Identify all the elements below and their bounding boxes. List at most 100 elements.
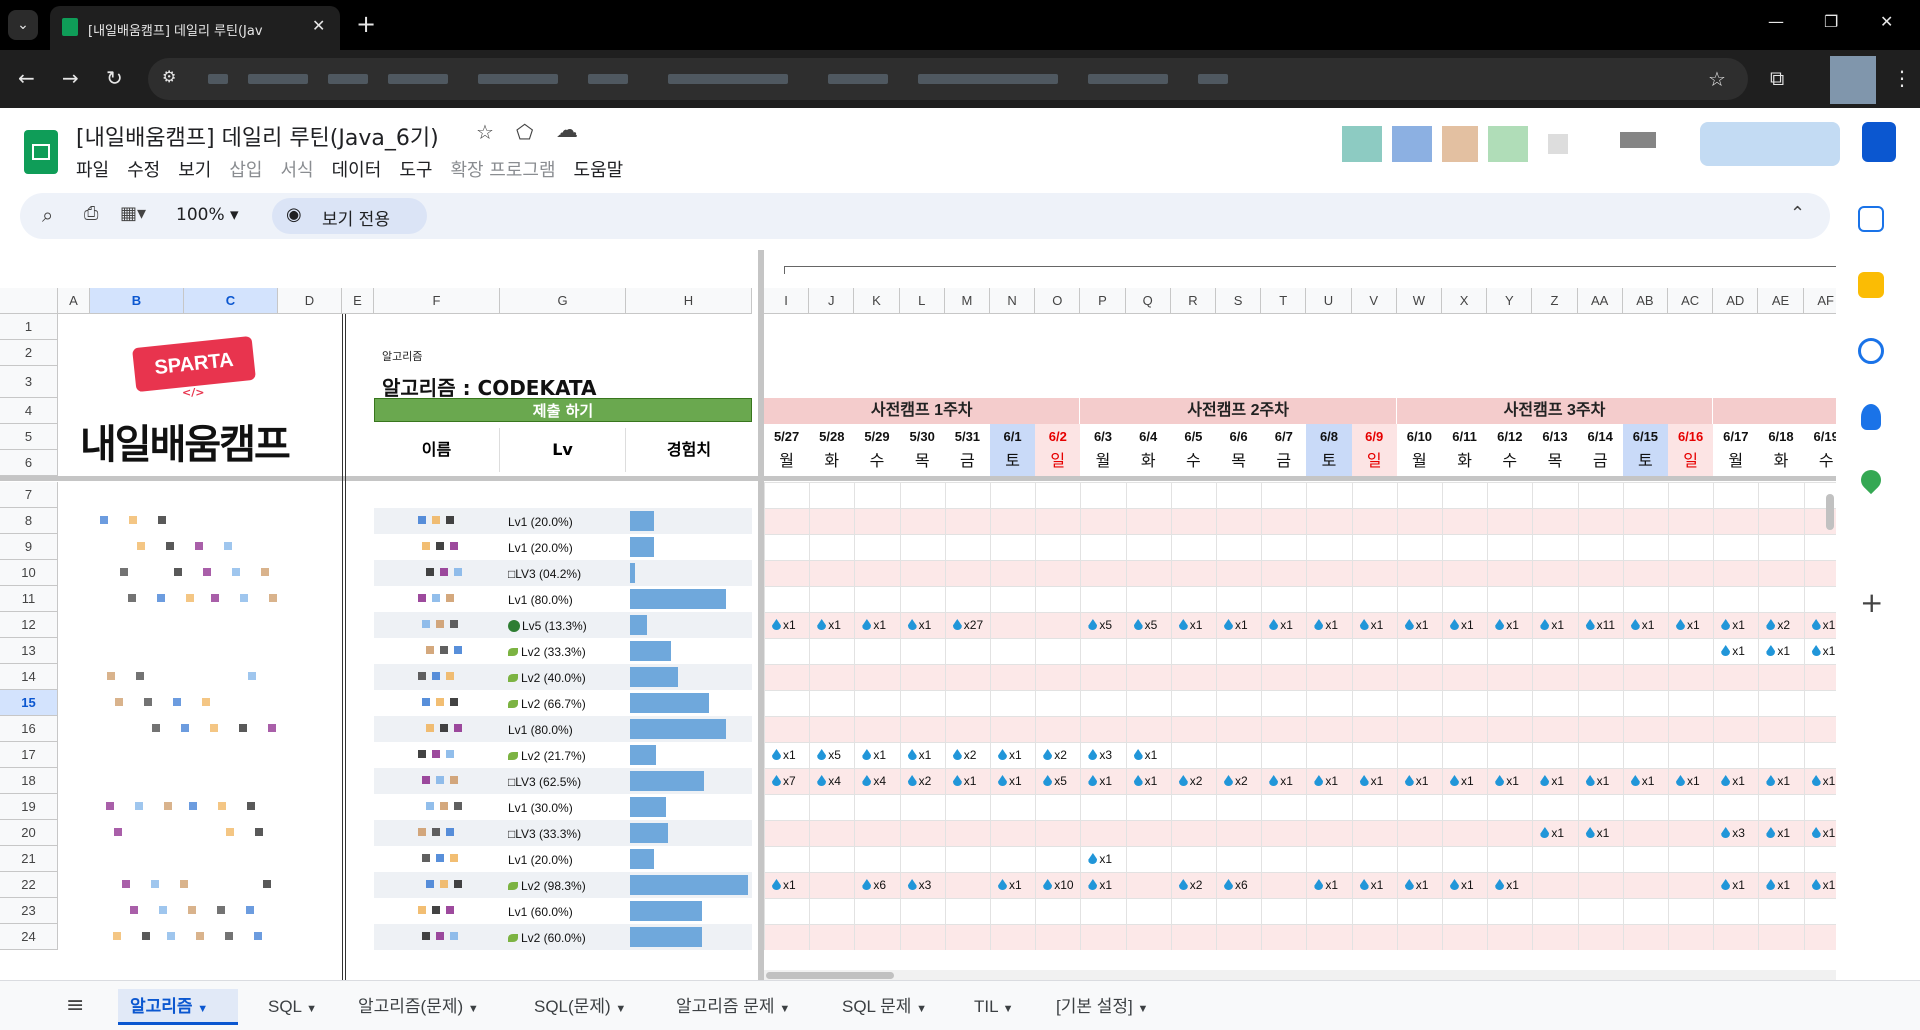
minimize-button[interactable]: — (1768, 12, 1784, 31)
restore-button[interactable]: ❐ (1824, 12, 1839, 31)
chevron-down-icon[interactable]: ▼ (1002, 1003, 1014, 1015)
doc-title[interactable]: [내일배움캠프] 데일리 루틴(Java_6기) (76, 126, 439, 151)
sheet-tab-6[interactable]: TIL ▼ (962, 989, 1022, 1025)
vertical-scroll-thumb[interactable] (1826, 494, 1834, 530)
column-header-M[interactable]: M (944, 288, 990, 314)
account-avatar[interactable] (1862, 122, 1896, 162)
sheet-tab-0[interactable]: 알고리즘 ▼ (118, 989, 238, 1025)
tasks-icon[interactable] (1858, 338, 1884, 364)
row-header-10[interactable]: 10 (0, 560, 58, 586)
chevron-down-icon[interactable]: ▼ (197, 1003, 209, 1015)
row-header-3[interactable]: 3 (0, 366, 58, 398)
sheet-tab-1[interactable]: SQL ▼ (256, 989, 326, 1025)
bookmark-star-icon[interactable]: ☆ (1708, 67, 1726, 91)
column-header-AD[interactable]: AD (1713, 288, 1759, 314)
row-header-5[interactable]: 5 (0, 424, 58, 450)
browser-tab[interactable]: [내일배움캠프] 데일리 루틴(Jav ✕ (50, 6, 340, 50)
column-header-I[interactable]: I (764, 288, 810, 314)
contacts-icon[interactable] (1861, 404, 1881, 430)
menu-data[interactable]: 데이터 (331, 160, 382, 181)
sheet-tab-7[interactable]: [기본 설정] ▼ (1044, 989, 1164, 1025)
row-header-14[interactable]: 14 (0, 664, 58, 690)
row-header-22[interactable]: 22 (0, 872, 58, 898)
view-only-button[interactable]: ◉ 보기 전용 (272, 198, 427, 234)
menu-insert[interactable]: 삽입 (229, 160, 263, 181)
row-header-13[interactable]: 13 (0, 638, 58, 664)
chevron-down-icon[interactable]: ▼ (779, 1003, 791, 1015)
chevron-down-icon[interactable]: ▼ (615, 1003, 627, 1015)
column-header-V[interactable]: V (1351, 288, 1397, 314)
move-drive-icon[interactable]: ⬠ (516, 120, 534, 144)
sheet-tab-5[interactable]: SQL 문제 ▼ (830, 989, 940, 1025)
collaborator-avatars[interactable] (1340, 124, 1570, 164)
column-header-N[interactable]: N (990, 288, 1036, 314)
row-header-12[interactable]: 12 (0, 612, 58, 638)
row-header-19[interactable]: 19 (0, 794, 58, 820)
row-header-24[interactable]: 24 (0, 924, 58, 950)
chevron-down-icon[interactable]: ▼ (916, 1003, 928, 1015)
horizontal-scrollbar[interactable] (764, 970, 1836, 980)
column-header-AF[interactable]: AF (1803, 288, 1836, 314)
column-header-C[interactable]: C (184, 288, 278, 314)
extensions-icon[interactable]: ⧉ (1770, 66, 1785, 90)
new-tab-button[interactable]: + (356, 10, 377, 38)
select-all-corner[interactable] (0, 288, 58, 314)
row-header-23[interactable]: 23 (0, 898, 58, 924)
column-header-A[interactable]: A (58, 288, 90, 314)
row-header-18[interactable]: 18 (0, 768, 58, 794)
row-header-7[interactable]: 7 (0, 482, 58, 508)
column-header-W[interactable]: W (1396, 288, 1442, 314)
zoom-select[interactable]: 100% ▾ (176, 205, 239, 225)
row-header-2[interactable]: 2 (0, 340, 58, 366)
column-header-AC[interactable]: AC (1668, 288, 1714, 314)
row-header-16[interactable]: 16 (0, 716, 58, 742)
maps-icon[interactable] (1856, 465, 1886, 495)
cloud-status-icon[interactable]: ☁ (556, 118, 578, 143)
menu-extensions[interactable]: 확장 프로그램 (450, 160, 556, 181)
row-header-11[interactable]: 11 (0, 586, 58, 612)
spreadsheet-grid[interactable]: A B C D E F G H I J K L M N O P Q R S T U V W X Y Z AA AB AC AD AE AF 1 2… (0, 250, 1836, 980)
column-header-E[interactable]: E (342, 288, 374, 314)
back-icon[interactable]: ← (18, 66, 35, 90)
print-icon[interactable]: ⎙ (84, 203, 99, 224)
reload-icon[interactable]: ↻ (106, 66, 123, 90)
forward-icon[interactable]: → (62, 66, 79, 90)
menu-help[interactable]: 도움말 (573, 160, 624, 181)
column-header-S[interactable]: S (1216, 288, 1262, 314)
all-sheets-icon[interactable]: ≡ (66, 993, 85, 1018)
row-header-1[interactable]: 1 (0, 314, 58, 340)
column-header-B[interactable]: B (90, 288, 184, 314)
horizontal-scroll-thumb[interactable] (766, 972, 894, 979)
filter-view-icon[interactable]: ▦▾ (120, 203, 147, 224)
url-input[interactable]: ⚙ ☆ (148, 58, 1748, 100)
tab-list-button[interactable]: ⌄ (8, 10, 38, 40)
star-icon[interactable]: ☆ (476, 120, 494, 144)
column-header-Q[interactable]: Q (1125, 288, 1171, 314)
sheet-tab-2[interactable]: 알고리즘(문제) ▼ (346, 989, 496, 1025)
row-header-20[interactable]: 20 (0, 820, 58, 846)
site-info-icon[interactable]: ⚙ (162, 67, 177, 86)
column-header-G[interactable]: G (500, 288, 626, 314)
tab-close-icon[interactable]: ✕ (312, 16, 326, 35)
row-header-4[interactable]: 4 (0, 398, 58, 424)
row-header-6[interactable]: 6 (0, 450, 58, 476)
column-header-R[interactable]: R (1170, 288, 1216, 314)
column-header-X[interactable]: X (1442, 288, 1488, 314)
menu-file[interactable]: 파일 (76, 160, 110, 181)
menu-view[interactable]: 보기 (178, 160, 212, 181)
profile-avatar[interactable] (1830, 56, 1876, 104)
search-icon[interactable]: ⌕ (42, 203, 54, 227)
column-header-O[interactable]: O (1035, 288, 1081, 314)
column-header-D[interactable]: D (278, 288, 342, 314)
column-header-H[interactable]: H (626, 288, 752, 314)
column-header-L[interactable]: L (899, 288, 945, 314)
collapse-toolbar-icon[interactable]: ⌃ (1790, 203, 1806, 224)
menu-edit[interactable]: 수정 (127, 160, 161, 181)
row-header-9[interactable]: 9 (0, 534, 58, 560)
column-header-T[interactable]: T (1261, 288, 1307, 314)
column-header-J[interactable]: J (809, 288, 855, 314)
column-header-F[interactable]: F (374, 288, 500, 314)
chevron-down-icon[interactable]: ▼ (306, 1003, 318, 1015)
chevron-down-icon[interactable]: ▼ (467, 1003, 479, 1015)
chevron-down-icon[interactable]: ▼ (1137, 1003, 1149, 1015)
